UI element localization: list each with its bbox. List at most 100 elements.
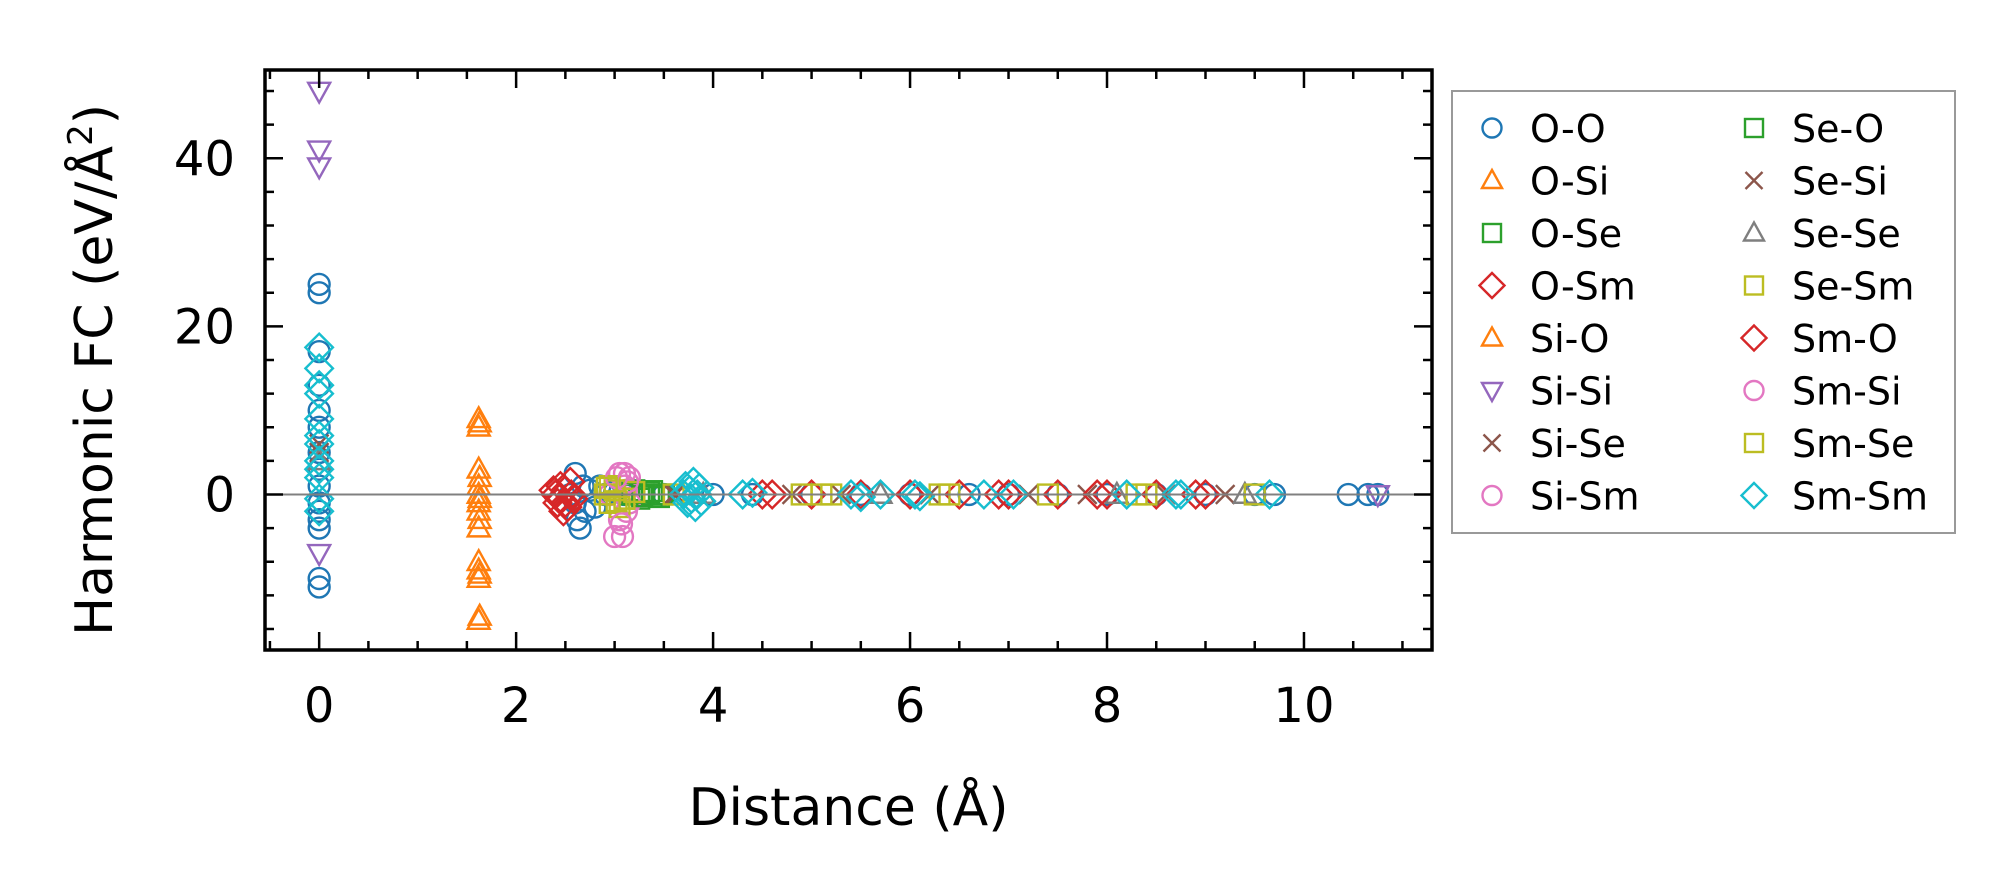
legend-label: Se-Sm	[1792, 265, 1914, 309]
legend-item: Se-Se	[1741, 212, 1901, 256]
data-point-Sm-Sm	[303, 453, 335, 485]
x-tick-label: 6	[895, 678, 926, 734]
data-point-Si-Sm	[610, 524, 635, 549]
data-point-Sm-Sm	[303, 352, 335, 384]
legend-frame	[1451, 90, 1956, 534]
data-point-O-Sm	[1042, 479, 1074, 510]
data-point-Si-Si	[306, 140, 333, 164]
data-point-Sm-Sm	[303, 378, 335, 410]
data-point-Sm-Sm	[683, 472, 715, 504]
data-point-O-Si	[465, 497, 492, 521]
data-point-Sm-Sm	[727, 479, 759, 510]
legend-label: Si-Se	[1530, 422, 1626, 466]
data-point-Sm-Sm	[303, 369, 335, 401]
x-tick-label: 10	[1273, 678, 1334, 734]
axis-ticks: 0 2 4 6 8 10 0 20 40	[174, 70, 1432, 734]
legend-label: Si-Si	[1530, 370, 1613, 414]
legend-marker	[1739, 323, 1769, 353]
legend-item: O-Sm	[1477, 265, 1636, 309]
data-point-Sm-Sm	[904, 480, 936, 512]
legend-marker	[1481, 484, 1503, 507]
data-point-Si-O	[466, 560, 493, 584]
legend-marker	[1743, 379, 1765, 402]
legend-marker	[1479, 325, 1505, 347]
data-point-Sm-Sm	[303, 445, 335, 477]
legend-marker	[1743, 117, 1765, 139]
data-point-O-O	[307, 575, 331, 599]
legend-label: Si-Sm	[1530, 475, 1640, 519]
legend-item: Si-Se	[1482, 422, 1626, 466]
data-point-O-O	[307, 339, 331, 364]
y-axis-label-close: )	[65, 104, 125, 124]
y-axis-label-superscript: 2	[61, 124, 101, 146]
data-point-Si-O	[466, 505, 493, 530]
legend-label: O-Se	[1530, 212, 1622, 256]
plot-frame	[263, 68, 1434, 652]
legend-label: Se-O	[1792, 107, 1884, 151]
data-point-O-O	[307, 499, 331, 523]
legend-marker	[1739, 481, 1769, 510]
data-point-Sm-Sm	[1254, 479, 1285, 510]
series-Si-O	[466, 409, 493, 626]
legend-item: Sm-O	[1739, 317, 1898, 361]
legend-label: Se-Se	[1792, 212, 1901, 256]
y-tick-label: 0	[204, 467, 235, 523]
x-tick-label: 0	[304, 678, 335, 734]
legend-label: Sm-O	[1792, 317, 1898, 361]
legend-item: Sm-Se	[1743, 422, 1914, 466]
legend-label: Sm-Sm	[1792, 475, 1928, 519]
data-point-Sm-Sm	[1160, 479, 1192, 510]
legend-item: Si-Si	[1479, 370, 1613, 414]
data-point-O-Sm	[1190, 479, 1221, 510]
data-point-O-O	[307, 415, 331, 439]
legend-item: Sm-Si	[1743, 370, 1902, 414]
data-point-O-O	[307, 373, 331, 397]
y-tick-label: 20	[174, 299, 235, 355]
data-point-O-Si	[465, 547, 492, 572]
legend-marker	[1741, 220, 1767, 242]
x-tick-label: 2	[501, 678, 532, 734]
legend-item: Si-O	[1479, 317, 1609, 361]
data-point-Si-Si	[306, 543, 333, 568]
legend-label: Sm-Se	[1792, 422, 1914, 466]
data-point-Si-Sm	[602, 524, 627, 549]
data-point-O-Si	[465, 455, 492, 479]
legend-marker	[1481, 222, 1503, 244]
data-point-Sm-Se	[605, 490, 628, 513]
data-point-Sm-Sm	[1165, 479, 1197, 510]
y-axis-label: Harmonic FC (eV/Å2)	[61, 104, 125, 636]
legend-marker	[1481, 117, 1503, 139]
legend-item: O-O	[1481, 107, 1606, 151]
y-axis-label-main: Harmonic FC (eV/Å	[63, 145, 125, 636]
legend-label: O-O	[1530, 107, 1606, 151]
data-point-Se-Se	[1103, 480, 1130, 504]
legend-marker	[1743, 432, 1765, 454]
data-point-Sm-Sm	[303, 495, 335, 527]
data-point-Sm-Sm	[835, 479, 867, 510]
data-point-Sm-Sm	[737, 477, 768, 509]
data-point-Sm-Sm	[303, 420, 335, 452]
legend-item: Se-Sm	[1743, 265, 1914, 309]
data-point-O-O	[307, 516, 331, 540]
data-point-O-Se	[647, 485, 671, 509]
legend-marker	[1482, 433, 1502, 453]
legend-marker	[1477, 271, 1507, 300]
data-point-Sm-Sm	[303, 428, 335, 460]
data-point-Sm-Sm	[968, 479, 1000, 510]
legend-label: Si-O	[1530, 317, 1609, 361]
data-point-Se-Sm	[608, 496, 631, 519]
data-point-O-O	[568, 516, 592, 540]
legend-item: O-Si	[1479, 160, 1609, 204]
data-point-Sm-Sm	[1111, 479, 1143, 510]
data-point-Sm-Sm	[899, 479, 931, 510]
data-point-O-O	[307, 566, 331, 591]
legend-marker	[1743, 275, 1765, 296]
data-point-O-Sm	[894, 479, 926, 510]
legend-marker	[1479, 381, 1505, 404]
data-point-Sm-O	[549, 487, 581, 519]
x-tick-label: 8	[1092, 678, 1123, 734]
legend-item: Si-Sm	[1481, 475, 1640, 519]
data-point-Sm-Si	[609, 512, 634, 536]
legend-item: Se-Si	[1744, 160, 1888, 204]
